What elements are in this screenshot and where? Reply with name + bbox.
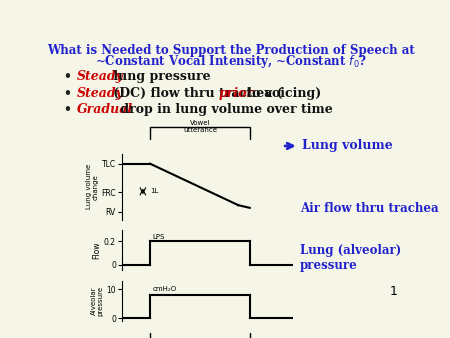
Text: Air flow thru trachea: Air flow thru trachea xyxy=(300,202,438,215)
Text: prior: prior xyxy=(218,87,253,100)
Text: 1L: 1L xyxy=(150,188,158,194)
Text: •: • xyxy=(63,71,71,83)
Y-axis label: Lung volume
change: Lung volume change xyxy=(86,164,99,209)
Y-axis label: Alveolar
pressure: Alveolar pressure xyxy=(90,286,104,316)
Text: 1: 1 xyxy=(390,285,398,298)
Text: LPS: LPS xyxy=(153,234,165,240)
Text: What is Needed to Support the Production of Speech at: What is Needed to Support the Production… xyxy=(47,45,414,57)
Text: Lung (alveolar)
pressure: Lung (alveolar) pressure xyxy=(300,244,401,272)
Text: to voicing): to voicing) xyxy=(242,87,321,100)
Y-axis label: Flow: Flow xyxy=(92,241,101,259)
Text: lung pressure: lung pressure xyxy=(108,71,210,83)
Text: Gradual: Gradual xyxy=(77,103,133,116)
Text: Steady: Steady xyxy=(77,71,124,83)
Text: Lung volume: Lung volume xyxy=(302,140,393,152)
Text: drop in lung volume over time: drop in lung volume over time xyxy=(116,103,333,116)
Text: Steady: Steady xyxy=(77,87,124,100)
Text: (DC) flow thru trachea (: (DC) flow thru trachea ( xyxy=(108,87,282,100)
Text: •: • xyxy=(63,103,71,116)
Text: ~Constant Vocal Intensity, ~Constant $f_0$?: ~Constant Vocal Intensity, ~Constant $f_… xyxy=(94,53,367,70)
Text: •: • xyxy=(63,87,71,100)
Text: Vowel
utterance: Vowel utterance xyxy=(183,120,217,133)
Text: cmH₂O: cmH₂O xyxy=(153,286,177,292)
